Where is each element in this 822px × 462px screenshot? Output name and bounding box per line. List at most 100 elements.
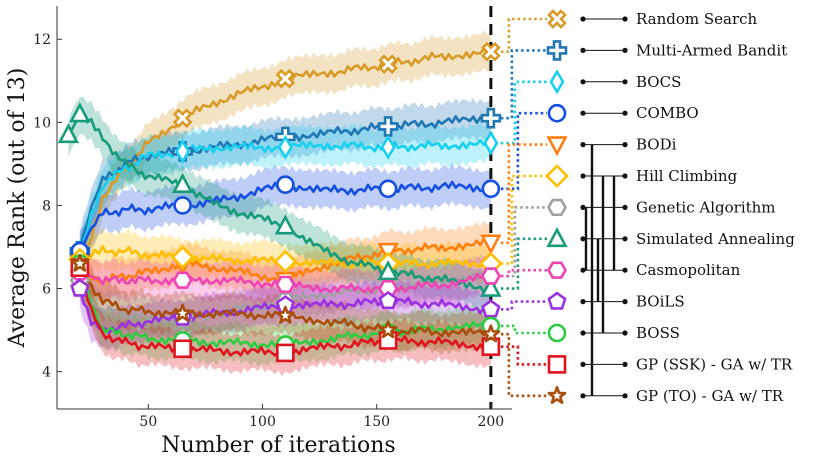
legend-marker-multi-armed-bandit <box>546 40 568 61</box>
legend-label-combo: COMBO <box>636 104 699 122</box>
marker-combo-65 <box>173 196 192 215</box>
axes: 50 100 150 200 4 6 8 10 12 <box>33 6 512 430</box>
legend-label-gp-ssk-ga-w-tr: GP (SSK) - GA w/ TR <box>636 355 793 373</box>
marker-random-search-110 <box>275 68 296 89</box>
legend-label-gp-to-ga-w-tr: GP (TO) - GA w/ TR <box>636 387 784 405</box>
y-tick-label: 12 <box>33 32 51 48</box>
marker-random-search-155 <box>378 54 398 75</box>
legend-end-dot-gp-ssk-ga-w-tr <box>622 361 628 367</box>
marker-hill-climbing-65 <box>170 245 195 270</box>
significance-brackets <box>584 144 616 396</box>
y-tick-label: 6 <box>42 282 51 298</box>
marker-simulated-annealing-20 <box>69 102 91 123</box>
legend-marker-bodi <box>546 136 568 157</box>
marker-simulated-annealing-200 <box>480 276 502 297</box>
marker-boils-155 <box>378 290 398 310</box>
legend-end-dot-boils <box>622 299 628 305</box>
legend-label-hill-climbing: Hill Climbing <box>636 167 738 185</box>
connector-hill-climbing <box>500 174 547 265</box>
legend-marker-genetic-algorithm <box>546 198 568 217</box>
legend-end-dot-boss <box>622 330 628 336</box>
marker-simulated-annealing-155 <box>377 260 399 281</box>
legend-label-bodi: BODi <box>636 136 677 154</box>
legend: Random Search Multi-Armed Bandit BOCS COMBO… <box>545 9 795 405</box>
x-tick-label: 100 <box>249 414 276 430</box>
legend-marker-gp-to-ga-w-tr <box>547 385 567 404</box>
x-axis-title: Number of iterations <box>161 433 395 458</box>
legend-end-dot-random-search <box>622 16 628 22</box>
legend-end-dot-hill-climbing <box>622 173 628 179</box>
legend-label-boss: BOSS <box>636 324 680 342</box>
legend-end-dot-simulated-annealing <box>622 236 628 242</box>
legend-marker-bocs <box>549 69 565 95</box>
legend-label-boils: BOiLS <box>636 293 685 311</box>
marker-bocs-155 <box>380 134 396 160</box>
legend-end-dot-combo <box>622 110 628 116</box>
legend-marker-combo <box>547 103 567 123</box>
marker-combo-200 <box>481 179 501 199</box>
marker-gp-to-ga-w-tr-155 <box>378 320 398 339</box>
marker-gp-to-ga-w-tr-110 <box>275 305 295 324</box>
marker-gp-ssk-ga-w-tr-110 <box>276 343 295 363</box>
marker-casmopolitan-110 <box>275 275 296 294</box>
legend-label-casmopolitan: Casmopolitan <box>636 261 741 279</box>
legend-marker-random-search <box>547 9 567 29</box>
marker-bocs-65 <box>175 138 191 164</box>
marker-multi-armed-bandit-200 <box>480 107 502 129</box>
marker-combo-110 <box>276 175 295 194</box>
legend-label-simulated-annealing: Simulated Annealing <box>636 230 795 248</box>
connector-bocs <box>500 80 547 145</box>
legend-marker-casmopolitan <box>546 261 568 279</box>
series-markers <box>57 41 503 363</box>
marker-bodi-200 <box>480 234 502 255</box>
legend-label-random-search: Random Search <box>636 10 758 28</box>
legend-label-bocs: BOCS <box>636 73 681 91</box>
legend-marker-boils <box>547 291 567 310</box>
marker-simulated-annealing-15 <box>57 123 80 144</box>
connector-random-search <box>500 17 547 54</box>
connector-casmopolitan <box>500 268 547 278</box>
connector-multi-armed-bandit <box>500 49 547 120</box>
y-tick-label: 10 <box>33 115 51 131</box>
x-tick-label: 50 <box>139 414 157 430</box>
marker-simulated-annealing-65 <box>171 172 194 193</box>
marker-hill-climbing-110 <box>273 249 298 274</box>
legend-end-dot-casmopolitan <box>622 267 628 273</box>
legend-end-dot-bocs <box>622 79 628 85</box>
y-tick-label: 8 <box>42 198 51 214</box>
marker-bocs-110 <box>277 134 293 160</box>
marker-combo-155 <box>378 179 398 199</box>
connector-boss <box>500 324 547 335</box>
connector-bodi <box>500 143 547 245</box>
marker-simulated-annealing-110 <box>274 214 297 235</box>
marker-casmopolitan-65 <box>172 271 193 289</box>
y-tick-label: 4 <box>42 365 51 381</box>
marker-gp-to-ga-w-tr-200 <box>481 324 501 343</box>
marker-casmopolitan-200 <box>480 267 501 285</box>
legend-label-genetic-algorithm: Genetic Algorithm <box>636 198 776 216</box>
legend-marker-simulated-annealing <box>546 227 568 248</box>
connector-boils <box>500 300 547 311</box>
legend-end-dot-gp-to-ga-w-tr <box>622 393 628 399</box>
marker-gp-to-ga-w-tr-20 <box>70 253 90 272</box>
x-tick-label: 150 <box>363 414 390 430</box>
legend-connectors <box>500 17 547 398</box>
marker-random-search-65 <box>172 108 193 129</box>
legend-end-dot-multi-armed-bandit <box>622 47 628 54</box>
marker-bocs-200 <box>483 130 499 156</box>
legend-marker-hill-climbing <box>545 164 569 188</box>
x-tick-label: 200 <box>477 414 504 430</box>
legend-label-multi-armed-bandit: Multi-Armed Bandit <box>636 41 787 59</box>
connector-gp-to-ga-w-tr <box>500 332 547 398</box>
y-axis-title: Average Rank (out of 13) <box>5 68 30 349</box>
marker-gp-to-ga-w-tr-65 <box>173 303 192 322</box>
legend-marker-gp-ssk-ga-w-tr <box>547 355 567 374</box>
marker-boils-200 <box>481 299 501 318</box>
marker-boils-20 <box>70 278 90 297</box>
legend-end-dot-bodi <box>622 142 628 148</box>
legend-marker-boss <box>547 323 567 343</box>
marker-random-search-200 <box>481 41 501 62</box>
marker-multi-armed-bandit-155 <box>377 116 399 137</box>
legend-end-dot-genetic-algorithm <box>622 204 628 210</box>
